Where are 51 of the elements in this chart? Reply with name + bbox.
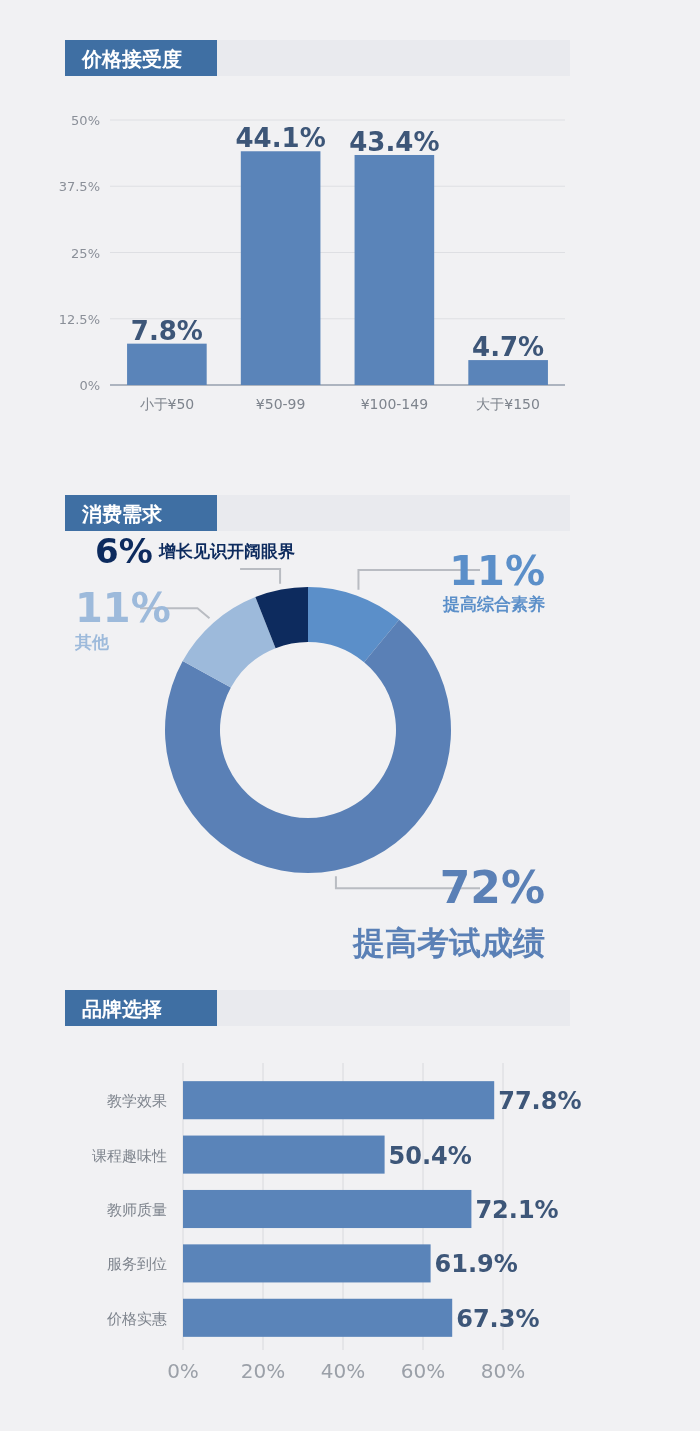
data-label: 6% <box>95 531 153 571</box>
slice-label: 提高考试成绩 <box>352 924 545 963</box>
chart-title: 消费需求 <box>81 502 163 526</box>
bar <box>183 1135 385 1174</box>
x-tick-label: 20% <box>240 1359 286 1383</box>
data-label: 72.1% <box>475 1196 559 1224</box>
data-label: 11% <box>75 585 171 632</box>
data-label: 50.4% <box>388 1141 472 1170</box>
y-tick-label: 教师质量 <box>107 1201 167 1219</box>
bar <box>183 1081 495 1120</box>
data-label: 4.7% <box>472 332 545 363</box>
y-tick-label: 37.5% <box>58 179 100 195</box>
bar <box>354 154 435 385</box>
x-tick-label: 80% <box>480 1359 526 1383</box>
chart-title: 品牌选择 <box>82 997 162 1021</box>
x-tick-label: 小于¥50 <box>139 396 195 412</box>
bar <box>127 343 207 385</box>
slice-label: 其他 <box>74 632 110 653</box>
slice-label: 提高综合素养 <box>442 594 545 614</box>
x-tick-label: 60% <box>400 1359 446 1383</box>
y-tick-label: 价格实惠 <box>106 1309 167 1328</box>
y-tick-label: 12.5% <box>58 311 100 327</box>
donut-slice <box>308 587 400 663</box>
y-tick-label: 25% <box>71 245 100 261</box>
donut-slice <box>182 597 276 688</box>
data-label: 61.9% <box>434 1250 518 1279</box>
y-tick-label: 课程趣味性 <box>92 1146 167 1165</box>
x-tick-label: 0% <box>167 1359 199 1383</box>
y-tick-label: 服务到位 <box>107 1255 167 1274</box>
bar <box>183 1189 472 1229</box>
x-tick-label: 40% <box>320 1359 366 1383</box>
bar <box>240 151 321 385</box>
x-tick-label: ¥100-149 <box>360 396 429 412</box>
y-tick-label: 0% <box>79 378 100 393</box>
data-label: 43.4% <box>349 126 440 157</box>
data-label: 72% <box>439 862 545 914</box>
data-label: 7.8% <box>130 315 203 346</box>
slice-label: 增长见识开阔眼界 <box>157 541 295 561</box>
x-tick-label: ¥50-99 <box>255 396 306 412</box>
bar <box>183 1298 453 1337</box>
bar <box>183 1244 431 1283</box>
x-tick-label: 大于¥150 <box>476 396 540 412</box>
data-label: 11% <box>449 548 545 594</box>
data-label: 77.8% <box>498 1087 582 1116</box>
data-label: 44.1% <box>235 123 326 154</box>
bar <box>468 360 548 385</box>
donut-slice <box>255 587 308 649</box>
y-tick-label: 教学效果 <box>107 1092 167 1111</box>
y-tick-label: 50% <box>71 113 100 128</box>
chart-title: 价格接受度 <box>81 47 182 71</box>
data-label: 67.3% <box>456 1304 540 1333</box>
